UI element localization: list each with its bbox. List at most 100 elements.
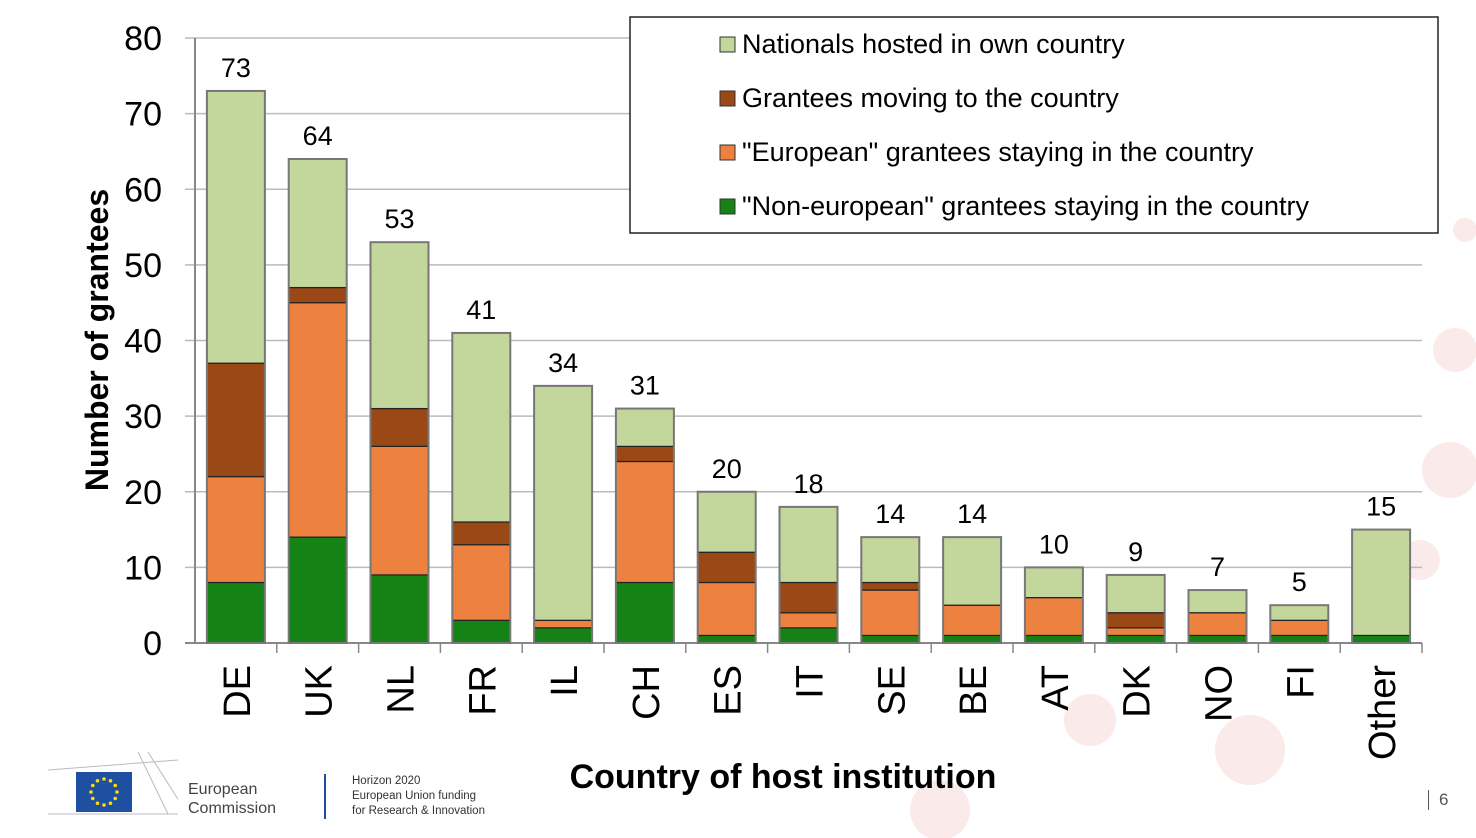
eu-star	[113, 796, 118, 801]
bar-outline-IT	[778, 505, 839, 644]
data-label: 15	[1366, 492, 1396, 522]
x-tick-label: CH	[626, 665, 668, 720]
bar-outline-UK	[287, 158, 348, 644]
eu-star	[90, 783, 95, 788]
bar-segment-NL	[369, 407, 430, 447]
eu-star	[95, 801, 100, 806]
bar-outline-IL	[533, 384, 594, 644]
bar-segment-DK	[1106, 574, 1166, 614]
eu-star	[95, 778, 100, 783]
x-tick-label: AT	[1035, 665, 1077, 711]
bar-segment-NO	[1187, 612, 1248, 637]
y-axis-title: Number of grantees	[79, 189, 115, 491]
bar-segment-AT	[1024, 566, 1084, 599]
bar-outline-NO	[1187, 589, 1248, 644]
bar-segment-IT	[778, 581, 839, 614]
legend-swatch	[719, 90, 736, 107]
eu-star	[115, 790, 119, 794]
x-tick-label: SE	[871, 665, 913, 716]
bar-segment-FR	[451, 619, 511, 644]
bar-segment-ES	[697, 581, 757, 637]
eu-star	[113, 783, 118, 788]
bar-segment-Other	[1351, 528, 1411, 637]
bar-segment-ES	[697, 491, 757, 553]
bar-segment-BE	[942, 536, 1002, 606]
data-label: 31	[630, 371, 660, 401]
bar-segment-NL	[369, 241, 430, 410]
bar-segment-ES	[697, 551, 757, 584]
bar-segment-DE	[206, 90, 266, 364]
bar-segment-SE	[860, 589, 920, 637]
bar-segment-IL	[533, 385, 593, 621]
bar-segment-AT	[1024, 634, 1084, 644]
bar-segment-ES	[697, 634, 757, 644]
bar-segment-DE	[206, 581, 266, 644]
data-label: 9	[1128, 537, 1143, 567]
bar-outline-FR	[451, 331, 512, 644]
bar-segment-IT	[778, 612, 839, 629]
bar-outline-DE	[205, 89, 266, 644]
bar-segment-FI	[1269, 634, 1329, 644]
ec-line2: Commission	[188, 800, 277, 817]
horizon-2020-text: Horizon 2020 European Union funding for Re…	[324, 774, 485, 819]
bar-segment-Other	[1351, 634, 1411, 644]
data-label: 18	[793, 469, 823, 499]
bar-segment-DE	[206, 476, 266, 584]
eu-star	[108, 778, 113, 783]
x-tick-label: FR	[462, 665, 504, 716]
bar-segment-UK	[288, 536, 348, 644]
bar-segment-FR	[451, 521, 511, 546]
legend-label: Grantees moving to the country	[742, 83, 1119, 113]
bar-segment-FR	[451, 544, 511, 621]
data-label: 14	[875, 499, 905, 529]
eu-star	[108, 801, 113, 806]
bar-segment-SE	[860, 536, 920, 584]
bar-segment-IL	[533, 619, 593, 629]
bar-segment-DE	[206, 362, 266, 478]
data-label: 7	[1210, 552, 1225, 582]
bar-segment-CH	[615, 581, 675, 644]
legend-label: "European" grantees staying in the count…	[742, 137, 1254, 167]
h2020-line2: European Union funding	[352, 790, 477, 802]
x-tick-label: FI	[1280, 665, 1322, 699]
bar-outline-ES	[696, 490, 757, 644]
x-tick-label: UK	[299, 665, 341, 718]
x-axis-title: Country of host institution	[570, 758, 997, 796]
bar-segment-IL	[533, 627, 593, 644]
bar-segment-IT	[778, 627, 839, 644]
bar-segment-BE	[942, 604, 1002, 637]
eu-star	[102, 777, 106, 781]
bar-outline-SE	[860, 536, 921, 644]
y-tick-label: 0	[143, 625, 162, 663]
bar-segment-UK	[288, 286, 348, 304]
data-label: 5	[1292, 567, 1307, 597]
bar-outline-NL	[369, 241, 430, 644]
ec-line1: European	[188, 781, 258, 798]
bar-outline-DK	[1105, 573, 1166, 644]
bar-segment-BE	[942, 634, 1002, 644]
bar-segment-AT	[1024, 597, 1084, 637]
bar-segment-DK	[1106, 627, 1166, 637]
bar-outline-Other	[1351, 528, 1412, 644]
bar-segment-NO	[1187, 589, 1248, 614]
x-tick-label: NO	[1199, 665, 1241, 722]
eu-star	[89, 790, 93, 794]
x-tick-label: NL	[381, 665, 423, 714]
bar-segment-FI	[1269, 604, 1329, 621]
bar-segment-NL	[369, 574, 430, 644]
legend-label: "Non-european" grantees staying in the c…	[742, 191, 1310, 221]
data-label: 41	[466, 295, 496, 325]
bar-outline-AT	[1023, 566, 1084, 644]
y-tick-label: 70	[124, 96, 162, 134]
legend-swatch	[719, 144, 736, 161]
data-label: 34	[548, 348, 578, 378]
data-label: 73	[221, 53, 251, 83]
bar-outline-CH	[614, 407, 675, 644]
bar-segment-NL	[369, 445, 430, 576]
bar-outline-FI	[1269, 604, 1330, 644]
data-label: 10	[1039, 529, 1069, 559]
x-tick-label: IL	[544, 665, 586, 697]
h2020-line3: for Research & Innovation	[352, 805, 485, 817]
ec-name: European Commission	[188, 780, 276, 818]
y-tick-label: 40	[124, 323, 162, 361]
